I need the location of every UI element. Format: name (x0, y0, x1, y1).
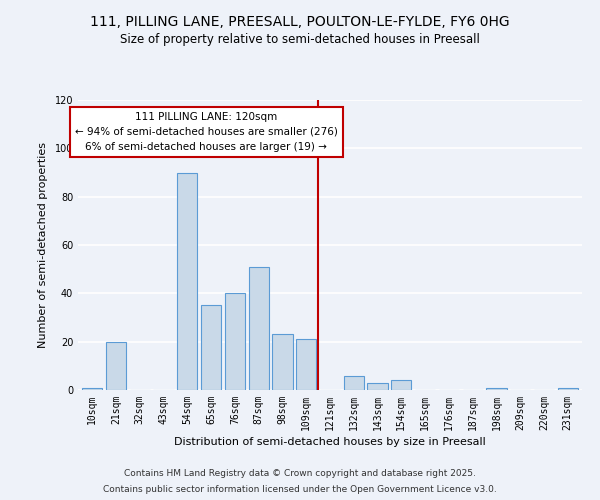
Text: 111, PILLING LANE, PREESALL, POULTON-LE-FYLDE, FY6 0HG: 111, PILLING LANE, PREESALL, POULTON-LE-… (90, 15, 510, 29)
Text: 111 PILLING LANE: 120sqm
← 94% of semi-detached houses are smaller (276)
6% of s: 111 PILLING LANE: 120sqm ← 94% of semi-d… (75, 112, 338, 152)
Bar (344, 376, 364, 390)
Bar (391, 380, 412, 390)
Bar (296, 339, 316, 390)
X-axis label: Distribution of semi-detached houses by size in Preesall: Distribution of semi-detached houses by … (174, 437, 486, 447)
Bar (201, 306, 221, 390)
Bar (225, 294, 245, 390)
Bar (82, 388, 103, 390)
Y-axis label: Number of semi-detached properties: Number of semi-detached properties (38, 142, 47, 348)
Bar (106, 342, 126, 390)
Text: Contains HM Land Registry data © Crown copyright and database right 2025.: Contains HM Land Registry data © Crown c… (124, 468, 476, 477)
Bar (177, 172, 197, 390)
Text: Contains public sector information licensed under the Open Government Licence v3: Contains public sector information licen… (103, 485, 497, 494)
Bar (557, 388, 578, 390)
Bar (248, 267, 269, 390)
Bar (487, 388, 506, 390)
Bar (367, 383, 388, 390)
Bar (272, 334, 293, 390)
Text: Size of property relative to semi-detached houses in Preesall: Size of property relative to semi-detach… (120, 32, 480, 46)
